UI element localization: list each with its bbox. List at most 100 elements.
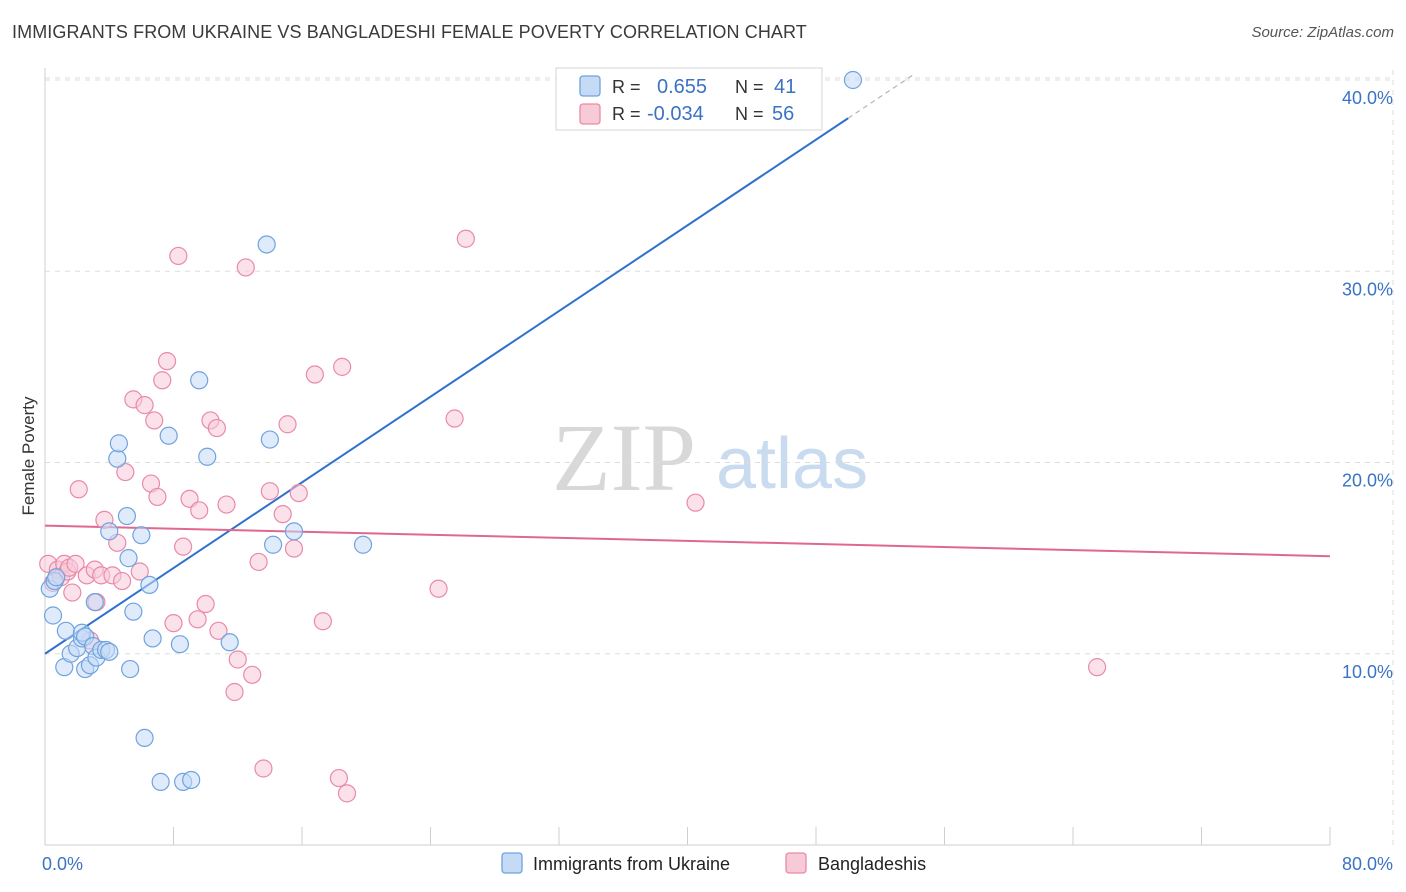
- point-bangladeshi-39: [225, 682, 244, 702]
- bottom-legend-label-bangladeshi: Bangladeshis: [818, 854, 926, 874]
- point-bangladeshi-47: [278, 415, 297, 434]
- point-ukraine-34: [182, 770, 201, 790]
- legend-n-value-2: 56: [772, 103, 794, 125]
- chart-title: IMMIGRANTS FROM UKRAINE VS BANGLADESHI F…: [12, 22, 807, 42]
- point-bangladeshi-22: [135, 396, 154, 415]
- y-axis-label: Female Poverty: [19, 396, 38, 516]
- point-bangladeshi-8: [66, 554, 85, 573]
- point-ukraine-28: [140, 575, 159, 595]
- legend-swatch-bangladeshi: [579, 103, 601, 125]
- point-ukraine-21: [109, 434, 128, 453]
- point-bangladeshi-45: [260, 482, 279, 501]
- point-ukraine-41: [284, 522, 304, 541]
- point-bangladeshi-57: [456, 229, 475, 248]
- point-bangladeshi-52: [329, 768, 349, 788]
- point-ukraine-31: [159, 426, 178, 445]
- point-ukraine-1: [43, 606, 63, 625]
- point-bangladeshi-29: [169, 246, 188, 266]
- point-ukraine-37: [220, 633, 239, 652]
- point-bangladeshi-32: [188, 610, 207, 629]
- point-ukraine-39: [260, 430, 279, 449]
- point-bangladeshi-18: [112, 571, 132, 591]
- point-bangladeshi-49: [289, 484, 308, 503]
- legend-n-value-1: 41: [774, 76, 796, 98]
- point-ukraine-42: [353, 535, 373, 554]
- point-bangladeshi-34: [196, 594, 215, 614]
- point-bangladeshi-54: [337, 784, 357, 803]
- point-bangladeshi-28: [164, 614, 183, 633]
- x-tick-label-1: 80.0%: [1342, 854, 1393, 874]
- point-bangladeshi-55: [429, 579, 448, 598]
- bottom-legend-swatch-bangladeshi: [785, 852, 807, 874]
- point-ukraine-29: [143, 629, 162, 648]
- point-ukraine-3: [47, 568, 66, 587]
- trend-line-ukraine: [44, 117, 849, 655]
- point-bangladeshi-59: [1087, 658, 1107, 677]
- x-tick-label-0: 0.0%: [42, 854, 83, 874]
- point-bangladeshi-36: [207, 418, 226, 438]
- legend-swatch-ukraine: [579, 75, 601, 97]
- point-bangladeshi-33: [190, 501, 209, 520]
- point-ukraine-40: [263, 535, 283, 554]
- legend-r-label-2: R =: [612, 104, 641, 124]
- point-ukraine-14: [85, 593, 104, 612]
- legend-r-label-1: R =: [612, 77, 641, 97]
- bottom-legend-label-ukraine: Immigrants from Ukraine: [533, 854, 730, 874]
- point-bangladeshi-46: [273, 505, 292, 524]
- point-bangladeshi-40: [228, 650, 247, 669]
- point-ukraine-20: [108, 449, 127, 468]
- point-bangladeshi-56: [445, 409, 464, 428]
- bottom-legend-swatch-ukraine: [501, 852, 523, 874]
- point-ukraine-35: [190, 371, 209, 390]
- y-tick-label-2: 30.0%: [1342, 279, 1393, 299]
- point-bangladeshi-51: [313, 612, 332, 631]
- point-ukraine-22: [117, 506, 137, 526]
- trend-lines: [44, 74, 1331, 655]
- point-bangladeshi-25: [148, 487, 167, 507]
- point-ukraine-19: [100, 522, 119, 541]
- point-bangladeshi-58: [686, 493, 705, 512]
- point-ukraine-25: [124, 602, 143, 621]
- point-ukraine-30: [151, 772, 170, 791]
- watermark-atlas: atlas: [716, 424, 868, 504]
- point-bangladeshi-7: [63, 583, 82, 602]
- point-ukraine-38: [257, 235, 276, 254]
- point-ukraine-26: [132, 526, 151, 545]
- point-bangladeshi-38: [217, 495, 236, 514]
- trend-line-bangladeshi: [44, 524, 1331, 558]
- data-points: [39, 70, 1107, 803]
- point-bangladeshi-50: [305, 365, 324, 384]
- point-ukraine-5: [56, 621, 75, 640]
- point-bangladeshi-19: [116, 462, 135, 482]
- y-tick-label-0: 10.0%: [1342, 662, 1393, 682]
- point-bangladeshi-53: [333, 357, 352, 376]
- tick-labels: 10.0% 20.0% 30.0% 40.0% 0.0% 80.0%: [42, 88, 1393, 874]
- series-legend: Immigrants from Ukraine Bangladeshis: [501, 852, 926, 874]
- point-bangladeshi-44: [254, 759, 273, 778]
- point-bangladeshi-41: [236, 258, 255, 277]
- point-bangladeshi-26: [153, 371, 172, 390]
- y-tick-label-3: 40.0%: [1342, 88, 1393, 108]
- correlation-legend: R = 0.655 N = 41 R = -0.034 N = 56: [555, 67, 823, 131]
- point-ukraine-43: [843, 70, 863, 90]
- y-tick-label-1: 20.0%: [1342, 471, 1393, 491]
- point-ukraine-36: [198, 447, 217, 466]
- point-ukraine-18: [100, 642, 119, 661]
- legend-n-label-2: N =: [735, 104, 764, 124]
- point-bangladeshi-30: [174, 537, 193, 556]
- source-label: Source: ZipAtlas.com: [1251, 24, 1394, 41]
- point-ukraine-23: [119, 549, 138, 568]
- point-bangladeshi-21: [130, 562, 149, 581]
- point-bangladeshi-42: [243, 665, 262, 684]
- legend-r-value-2: -0.034: [647, 103, 704, 125]
- point-bangladeshi-48: [284, 539, 304, 558]
- point-ukraine-32: [170, 635, 190, 654]
- trend-line-ukraine-extension: [847, 74, 913, 119]
- watermark: ZIP atlas: [552, 404, 868, 511]
- point-bangladeshi-9: [69, 480, 88, 499]
- point-ukraine-27: [135, 728, 154, 748]
- legend-n-label-1: N =: [735, 77, 764, 97]
- point-bangladeshi-43: [249, 552, 268, 572]
- point-bangladeshi-37: [209, 621, 228, 640]
- watermark-zip: ZIP: [552, 404, 696, 511]
